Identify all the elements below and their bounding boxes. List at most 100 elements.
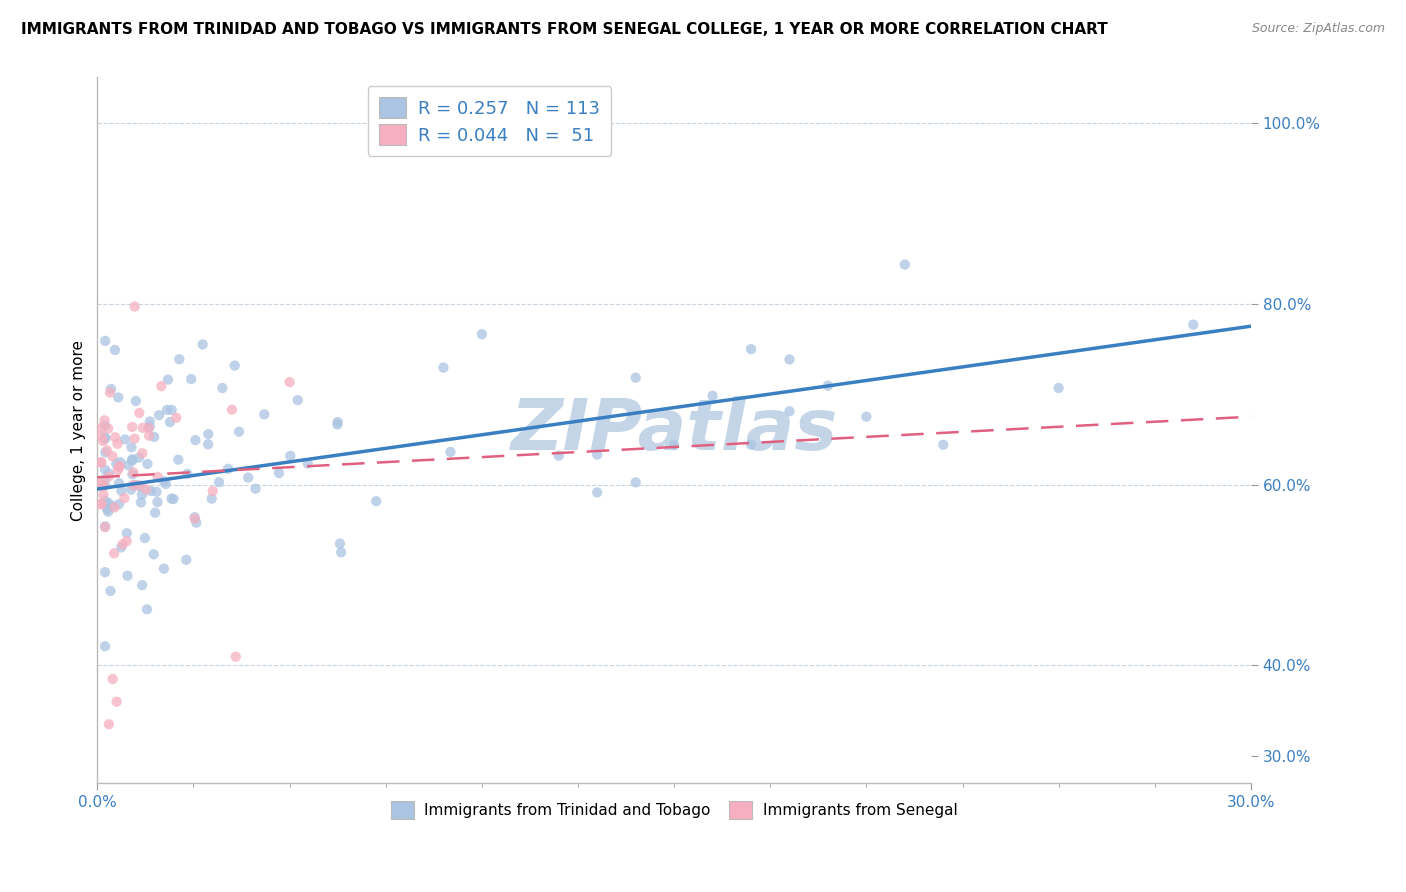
- Point: [94, 565, 117, 579]
- Point: [128, 478, 150, 492]
- Point: [101, 500, 124, 514]
- Point: [139, 415, 162, 429]
- Point: [124, 432, 146, 446]
- Point: [221, 402, 243, 417]
- Point: [114, 433, 136, 447]
- Point: [180, 372, 202, 386]
- Point: [115, 534, 138, 549]
- Point: [94, 478, 117, 492]
- Point: [129, 495, 152, 509]
- Point: [1182, 318, 1205, 332]
- Point: [97, 421, 120, 435]
- Point: [90, 475, 112, 489]
- Point: [124, 300, 146, 314]
- Point: [624, 370, 647, 384]
- Point: [197, 437, 219, 451]
- Point: [326, 415, 349, 429]
- Point: [94, 639, 117, 653]
- Point: [117, 458, 139, 472]
- Point: [702, 389, 724, 403]
- Point: [184, 511, 207, 525]
- Point: [94, 334, 117, 348]
- Point: [152, 475, 174, 489]
- Point: [224, 359, 246, 373]
- Point: [146, 495, 169, 509]
- Point: [121, 420, 143, 434]
- Point: [817, 378, 839, 392]
- Point: [547, 449, 569, 463]
- Point: [329, 536, 352, 550]
- Point: [278, 375, 301, 389]
- Point: [148, 408, 170, 422]
- Point: [146, 470, 169, 484]
- Text: Source: ZipAtlas.com: Source: ZipAtlas.com: [1251, 22, 1385, 36]
- Point: [225, 649, 247, 664]
- Point: [128, 406, 150, 420]
- Point: [93, 413, 115, 427]
- Point: [159, 415, 181, 429]
- Point: [94, 430, 117, 444]
- Point: [93, 488, 115, 502]
- Point: [326, 417, 349, 432]
- Point: [107, 437, 129, 451]
- Point: [107, 391, 129, 405]
- Point: [122, 478, 145, 492]
- Point: [245, 482, 267, 496]
- Point: [201, 491, 224, 506]
- Point: [115, 526, 138, 541]
- Point: [153, 562, 176, 576]
- Point: [280, 449, 302, 463]
- Point: [129, 480, 152, 494]
- Point: [105, 695, 128, 709]
- Point: [90, 478, 112, 492]
- Point: [228, 425, 250, 439]
- Point: [267, 466, 290, 480]
- Point: [97, 717, 120, 731]
- Point: [90, 497, 112, 511]
- Point: [167, 452, 190, 467]
- Point: [97, 496, 120, 510]
- Point: [932, 438, 955, 452]
- Point: [143, 430, 166, 444]
- Point: [110, 541, 132, 555]
- Point: [145, 484, 167, 499]
- Point: [779, 404, 801, 418]
- Point: [101, 449, 124, 463]
- Point: [136, 457, 159, 471]
- Point: [155, 477, 177, 491]
- Point: [97, 467, 120, 481]
- Point: [662, 438, 685, 452]
- Point: [366, 494, 388, 508]
- Point: [121, 452, 143, 467]
- Point: [110, 483, 132, 498]
- Text: IMMIGRANTS FROM TRINIDAD AND TOBAGO VS IMMIGRANTS FROM SENEGAL COLLEGE, 1 YEAR O: IMMIGRANTS FROM TRINIDAD AND TOBAGO VS I…: [21, 22, 1108, 37]
- Point: [121, 440, 143, 454]
- Point: [90, 429, 112, 443]
- Point: [125, 393, 148, 408]
- Point: [143, 506, 166, 520]
- Point: [121, 467, 143, 482]
- Point: [94, 519, 117, 533]
- Point: [100, 583, 122, 598]
- Point: [740, 342, 762, 356]
- Text: ZIPatlas: ZIPatlas: [510, 396, 838, 465]
- Y-axis label: College, 1 year or more: College, 1 year or more: [72, 340, 86, 521]
- Point: [740, 438, 762, 452]
- Point: [94, 432, 117, 446]
- Point: [894, 258, 917, 272]
- Point: [136, 602, 159, 616]
- Point: [101, 672, 124, 686]
- Point: [132, 421, 155, 435]
- Point: [138, 428, 160, 442]
- Point: [160, 491, 183, 506]
- Point: [156, 403, 179, 417]
- Point: [217, 462, 239, 476]
- Point: [586, 448, 609, 462]
- Point: [97, 505, 120, 519]
- Point: [105, 457, 128, 471]
- Point: [142, 547, 165, 561]
- Point: [111, 537, 134, 551]
- Point: [94, 472, 117, 486]
- Point: [186, 516, 208, 530]
- Point: [201, 483, 224, 498]
